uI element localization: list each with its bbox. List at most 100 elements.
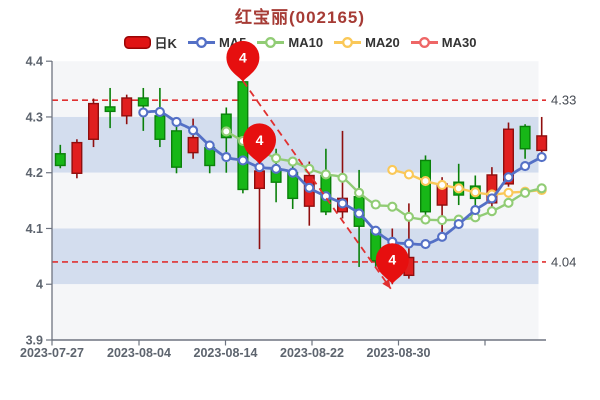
- ma5-marker: [320, 191, 331, 202]
- candle: [204, 141, 216, 174]
- legend-label: MA20: [365, 34, 400, 50]
- candle: [420, 155, 432, 219]
- pin-value-label: 4: [239, 49, 247, 65]
- plot-band: [52, 172, 539, 229]
- candle: [469, 175, 481, 214]
- trend-line-segment: [242, 80, 392, 290]
- candle-body: [253, 170, 265, 190]
- y-axis-label: 4.1: [26, 222, 43, 236]
- ma10-legend-marker-icon: [257, 36, 285, 48]
- ma10-marker: [403, 211, 414, 222]
- ma10-marker: [304, 163, 315, 174]
- reference-value-label: 4.04: [551, 254, 576, 269]
- ma5-marker: [387, 236, 398, 247]
- ma5-marker: [337, 198, 348, 209]
- candle: [121, 94, 133, 125]
- pin-balloon-icon: [243, 123, 276, 165]
- legend: 日K MA5 MA10 MA20 MA30: [0, 33, 600, 51]
- ma5-marker: [437, 231, 448, 242]
- trend-arrowhead-icon: [382, 279, 391, 289]
- candle: [87, 98, 99, 148]
- ma5-marker: [536, 152, 547, 163]
- ma20-marker: [420, 176, 431, 187]
- ma5-marker: [453, 218, 464, 230]
- candle-body: [353, 195, 365, 227]
- trend-line: [242, 80, 392, 290]
- ma10-marker: [320, 169, 331, 180]
- candle: [370, 228, 382, 268]
- ma5-marker: [204, 140, 215, 151]
- legend-item-ma10[interactable]: MA10: [257, 35, 323, 50]
- ma10-marker: [486, 206, 497, 217]
- candle-body: [303, 174, 315, 207]
- candle-body: [403, 256, 415, 277]
- candle: [403, 203, 415, 279]
- ma5-marker: [486, 193, 497, 204]
- candle-body: [386, 255, 398, 274]
- candle-body: [71, 141, 83, 174]
- legend-item-ma5[interactable]: MA5: [187, 35, 246, 50]
- y-axis-label: 4.4: [26, 55, 43, 69]
- page-title: 红宝丽(002165): [234, 8, 366, 27]
- ma5-marker: [354, 208, 365, 219]
- ma20-line: [387, 164, 547, 200]
- ma5-marker: [254, 162, 265, 173]
- ma10-marker: [387, 201, 398, 212]
- ma20-marker: [470, 187, 481, 198]
- legend-label: MA30: [441, 34, 477, 50]
- ma5-marker: [420, 239, 431, 250]
- ma5-marker: [304, 182, 315, 193]
- ma5-marker: [221, 152, 232, 163]
- pin-value-label: 4: [256, 132, 264, 148]
- max-min-marker-pin: 4: [375, 243, 409, 285]
- ma10-line: [221, 126, 547, 226]
- ma5-marker: [370, 225, 381, 236]
- candle-body: [170, 130, 182, 168]
- rik-legend-marker-icon: [123, 35, 151, 49]
- candle: [536, 116, 548, 155]
- candle: [220, 107, 232, 173]
- ma20-marker: [453, 183, 464, 194]
- plot-band: [52, 284, 539, 340]
- ma20-marker: [486, 189, 497, 200]
- candle: [154, 87, 166, 148]
- candle-body: [154, 115, 166, 140]
- candle-body: [204, 146, 216, 167]
- ma10-marker: [520, 187, 531, 198]
- ma10-marker: [470, 212, 481, 223]
- x-axis-label: 2023-08-30: [367, 346, 431, 360]
- candle: [287, 161, 299, 209]
- candle: [337, 130, 349, 219]
- legend-item-ma30[interactable]: MA30: [410, 34, 477, 50]
- legend-item-ma20[interactable]: MA20: [334, 35, 400, 50]
- candle-body: [54, 153, 66, 167]
- ma30-legend-marker-icon: [410, 36, 438, 48]
- ma10-marker: [287, 156, 298, 167]
- candle: [137, 87, 149, 131]
- y-axis-label: 3.9: [26, 334, 43, 348]
- ma20-marker: [387, 164, 398, 175]
- candle-body: [503, 128, 515, 185]
- ma10-marker: [370, 199, 381, 210]
- ma5-marker: [520, 160, 531, 172]
- ma5-marker: [470, 205, 481, 216]
- x-axis-label: 2023-07-27: [20, 346, 84, 360]
- ma20-marker: [503, 187, 514, 198]
- candle: [353, 169, 365, 267]
- candle-body: [220, 113, 232, 139]
- legend-label: 日K: [154, 35, 177, 51]
- legend-item-rik[interactable]: 日K: [123, 33, 177, 52]
- ma5-marker: [188, 125, 199, 136]
- ma10-marker: [337, 172, 348, 183]
- ma5-marker: [287, 167, 298, 178]
- y-axis-label: 4: [36, 278, 43, 292]
- ma10-marker: [453, 214, 464, 225]
- ma10-path: [225, 130, 543, 222]
- ma10-marker: [437, 215, 448, 226]
- candle: [320, 148, 332, 216]
- ma5-line: [138, 106, 547, 250]
- ma20-marker: [437, 179, 448, 191]
- candles: [54, 81, 548, 285]
